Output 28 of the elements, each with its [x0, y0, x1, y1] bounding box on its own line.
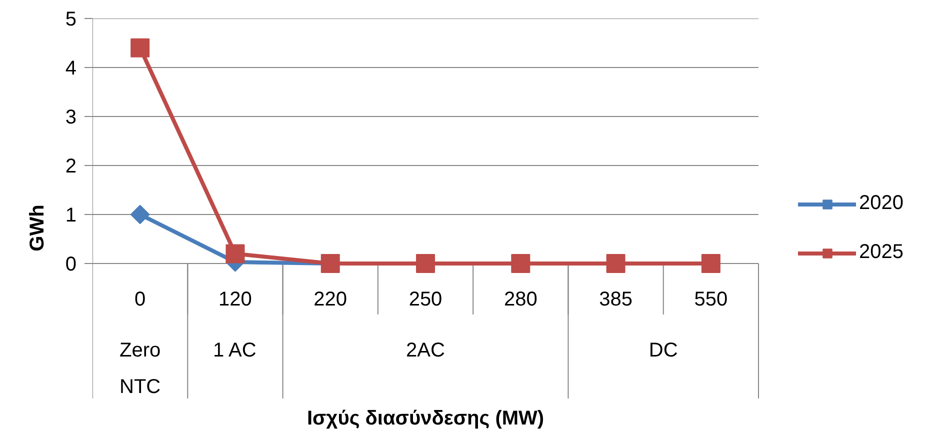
x-tick-label: 0 [134, 288, 146, 310]
text: Zero NTC [120, 340, 161, 398]
legend-label: 2020 [859, 192, 904, 215]
point [701, 254, 720, 273]
text: 2AC [406, 340, 445, 362]
x-tick-label: 220 [314, 288, 348, 310]
point [226, 244, 245, 264]
y-tick-label: 1 [65, 204, 76, 226]
x-tick-label: 120 [218, 288, 252, 310]
text: DC [648, 340, 678, 362]
x-tick-label: 550 [694, 288, 728, 310]
x-tick-label: 250 [408, 288, 442, 310]
y-tick-label: 2 [65, 156, 76, 178]
point [511, 254, 530, 273]
y-axis-title: GWh [26, 204, 48, 252]
x-axis-title: Ισχύς διασύνδεσης (MW) [306, 408, 544, 430]
y-tick-label: 5 [65, 8, 76, 30]
y-tick-label: 4 [65, 58, 76, 80]
point [130, 38, 150, 58]
y-tick-label: 3 [65, 106, 76, 128]
text: 1 AC [212, 340, 256, 362]
x-tick-label: 385 [599, 288, 632, 310]
x-tick-label: 280 [504, 288, 538, 310]
y-tick-label: 0 [65, 254, 76, 276]
point [416, 254, 435, 273]
legend-label: 2025 [859, 241, 904, 264]
point [606, 254, 626, 273]
point [130, 204, 150, 224]
